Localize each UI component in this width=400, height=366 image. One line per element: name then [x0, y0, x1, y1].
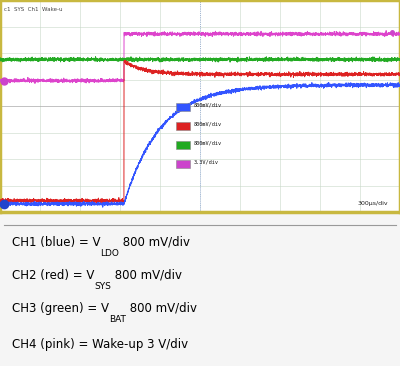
Text: 800mV/div: 800mV/div [194, 102, 222, 108]
Text: 800 mV/div: 800 mV/div [126, 302, 197, 315]
Bar [176, 160, 190, 168]
Text: BAT: BAT [109, 315, 126, 325]
Bar [176, 122, 190, 130]
Text: 800mV/div: 800mV/div [194, 122, 222, 127]
Text: 800 mV/div: 800 mV/div [111, 269, 182, 282]
Text: 800 mV/div: 800 mV/div [119, 236, 190, 249]
Text: CH3 (green) = V: CH3 (green) = V [12, 302, 109, 315]
Text: CH2 (red) = V: CH2 (red) = V [12, 269, 94, 282]
Text: CH1 (blue) = V: CH1 (blue) = V [12, 236, 100, 249]
Text: 3.3V/div: 3.3V/div [194, 160, 219, 165]
Text: CH4 (pink) = Wake-up 3 V/div: CH4 (pink) = Wake-up 3 V/div [12, 338, 188, 351]
Text: SYS: SYS [94, 283, 111, 291]
Text: LDO: LDO [100, 250, 119, 258]
Text: c1  SYS  Ch1  Wake-u: c1 SYS Ch1 Wake-u [4, 7, 62, 12]
Text: 300μs/div: 300μs/div [357, 201, 388, 206]
Bar [176, 103, 190, 111]
Bar [176, 141, 190, 149]
Text: 800mV/div: 800mV/div [194, 141, 222, 146]
